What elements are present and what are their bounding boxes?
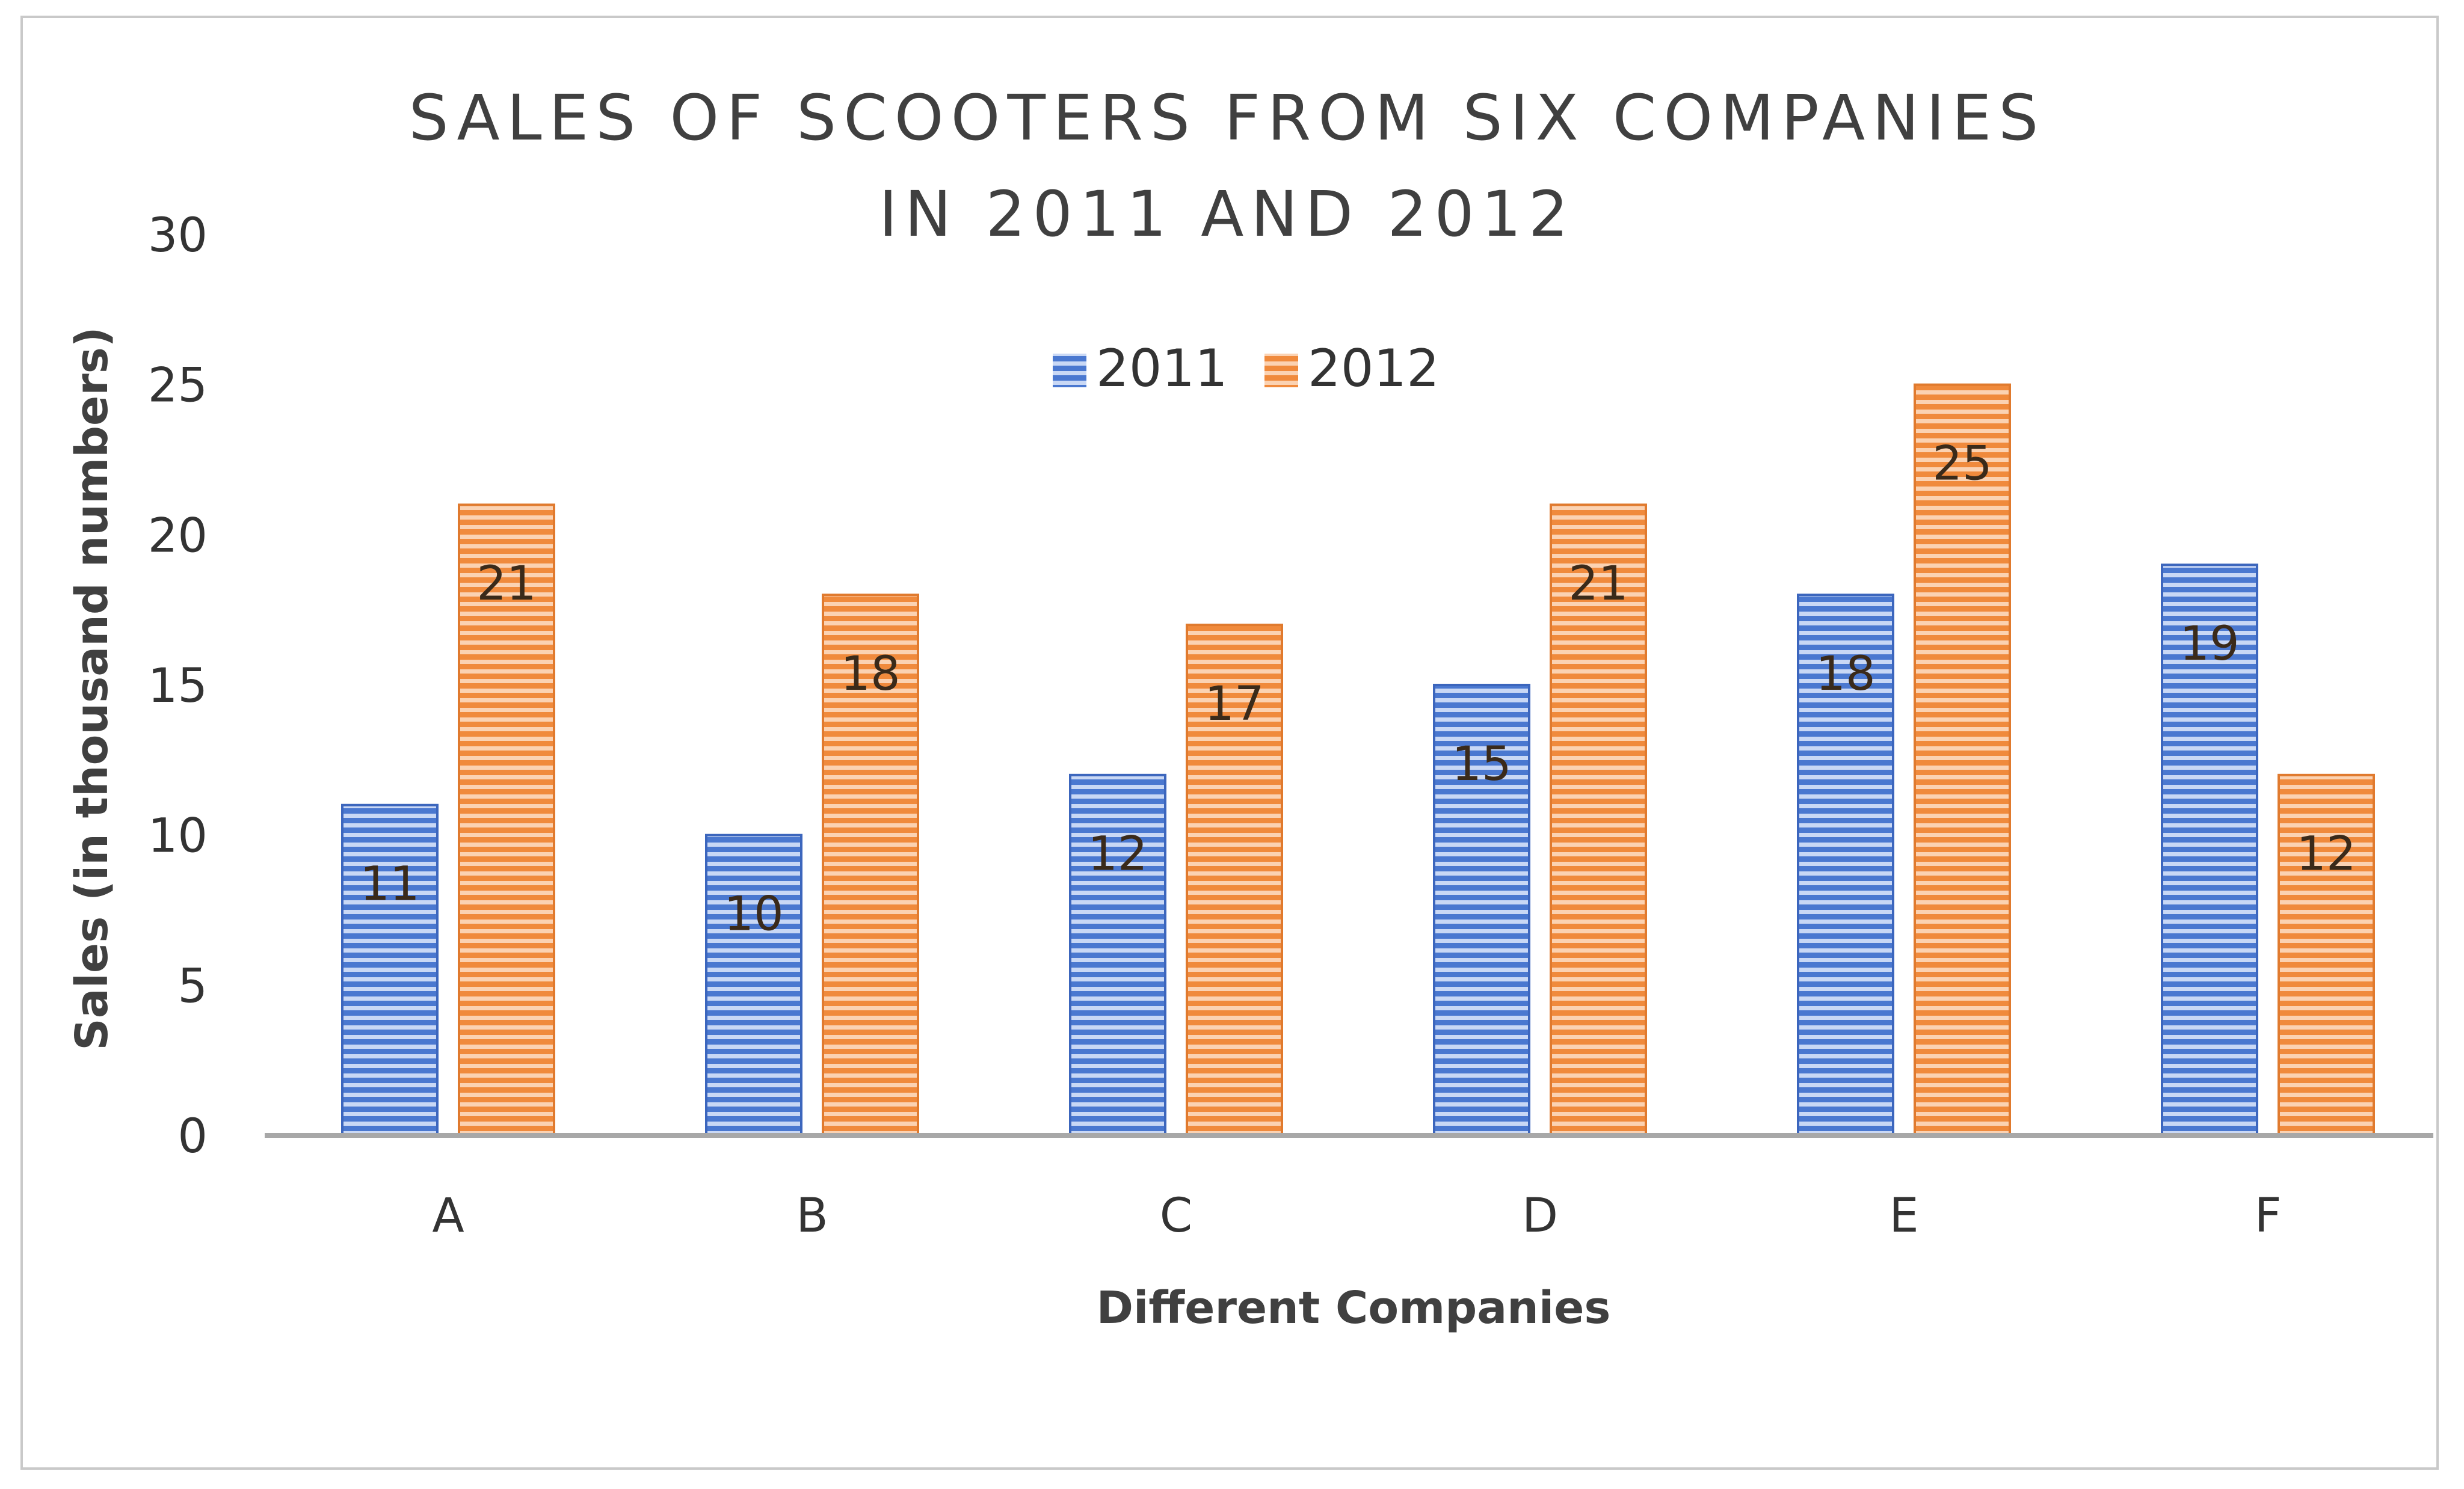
- data-label-A-2011: 11: [360, 858, 419, 912]
- y-tick-label: 25: [148, 359, 208, 413]
- data-label-C-2012: 17: [1204, 677, 1264, 731]
- y-axis-title: Sales (in thousand numbers): [66, 327, 118, 1050]
- legend-swatch-2012: [1264, 354, 1298, 387]
- x-axis-title: Different Companies: [1097, 1282, 1611, 1334]
- bar-E-2012: [1914, 383, 2011, 1137]
- bar-A-2012: [458, 503, 555, 1137]
- y-tick-label: 5: [177, 959, 208, 1013]
- bar-B-2012: [822, 594, 919, 1137]
- x-tick-label: C: [1160, 1189, 1192, 1243]
- data-label-B-2012: 18: [840, 647, 900, 701]
- data-label-E-2012: 25: [1932, 437, 1992, 491]
- data-labels: 11 21 10 18 12 17 15 21 18 25 19 12: [360, 437, 2356, 941]
- bars: [341, 383, 2375, 1137]
- bar-F-2012: [2278, 773, 2375, 1137]
- data-label-D-2011: 15: [1452, 737, 1511, 791]
- bar-C-2011: [1069, 773, 1166, 1137]
- bar-E-2011: [1797, 594, 1894, 1137]
- y-tick-label: 30: [148, 209, 208, 263]
- data-label-B-2011: 10: [724, 887, 783, 941]
- x-tick-label: B: [796, 1189, 828, 1243]
- data-label-F-2011: 19: [2179, 617, 2239, 671]
- data-label-A-2012: 21: [476, 557, 536, 611]
- y-tick-label: 10: [148, 809, 208, 864]
- x-tick-label: F: [2255, 1189, 2282, 1243]
- legend-label-2011: 2011: [1096, 339, 1228, 399]
- legend: 2011 2012: [1053, 339, 1440, 399]
- x-axis-ticks: A B C D E F: [432, 1189, 2281, 1243]
- data-label-F-2012: 12: [2296, 827, 2356, 882]
- data-label-E-2011: 18: [1816, 647, 1875, 701]
- y-tick-label: 20: [148, 509, 208, 563]
- x-tick-label: A: [432, 1189, 464, 1243]
- x-tick-label: E: [1889, 1189, 1918, 1243]
- data-label-C-2011: 12: [1088, 827, 1147, 882]
- y-tick-label: 15: [148, 659, 208, 713]
- bar-D-2011: [1433, 684, 1530, 1137]
- bar-A-2011: [341, 803, 439, 1137]
- legend-label-2012: 2012: [1308, 339, 1440, 399]
- chart-title-line-2: IN 2011 AND 2012: [879, 177, 1575, 251]
- chart-title-line-1: SALES OF SCOOTERS FROM SIX COMPANIES: [409, 81, 2046, 155]
- legend-swatch-2011: [1053, 354, 1086, 387]
- y-axis-ticks: 0 5 10 15 20 25 30: [148, 209, 208, 1164]
- data-label-D-2012: 21: [1568, 557, 1628, 611]
- y-tick-label: 0: [177, 1110, 208, 1164]
- bar-B-2011: [705, 834, 802, 1137]
- x-tick-label: D: [1522, 1189, 1558, 1243]
